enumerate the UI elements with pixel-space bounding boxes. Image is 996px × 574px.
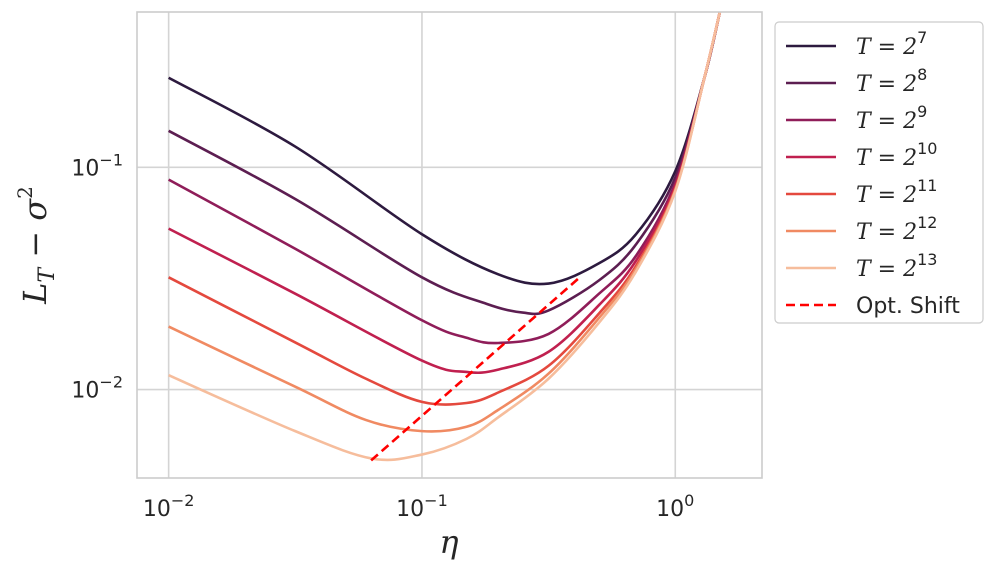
- y-axis-title-sigma: σ: [16, 198, 54, 221]
- series-line-6: [168, 12, 722, 462]
- y-tick-label-0: 10−2: [71, 373, 123, 404]
- y-axis-title-sub: T: [35, 266, 60, 283]
- legend-label-4: T = 211: [856, 176, 937, 208]
- series-line-7: [370, 276, 581, 462]
- x-tick-label-1: 10−1: [396, 491, 448, 522]
- y-axis-title: LT − σ2: [13, 186, 60, 305]
- legend-entries: T = 27 T = 28 T = 29 T = 210 T = 211 T = 212 T…: [786, 28, 960, 319]
- x-axis-title: η: [439, 523, 458, 561]
- y-axis-title-sup: 2: [13, 186, 37, 199]
- x-tick-label-0: 10−2: [143, 491, 195, 522]
- legend-label-5: T = 212: [856, 213, 937, 245]
- legend-label-6: T = 213: [856, 250, 937, 282]
- x-tick-label-2: 100: [656, 491, 694, 522]
- plot-frame: [136, 11, 763, 479]
- legend-label-7: Opt. Shift: [856, 294, 960, 319]
- legend-label-0: T = 27: [856, 28, 927, 60]
- legend: T = 27 T = 28 T = 29 T = 210 T = 211 T = 212 T…: [774, 21, 984, 324]
- legend-label-2: T = 29: [856, 102, 927, 134]
- legend-label-1: T = 28: [856, 65, 927, 97]
- gridlines: [137, 12, 762, 478]
- y-axis-title-main: L: [16, 283, 54, 305]
- y-axis-title-minus: −: [16, 221, 54, 268]
- legend-frame: [774, 21, 984, 324]
- legend-label-3: T = 210: [856, 139, 937, 171]
- series-lines: [168, 12, 722, 462]
- y-tick-label-1: 10−1: [71, 150, 123, 181]
- x-tick-labels: 10−2 10−1 100: [143, 491, 695, 522]
- y-tick-labels: 10−2 10−1: [71, 150, 123, 403]
- plot-background: [137, 12, 762, 478]
